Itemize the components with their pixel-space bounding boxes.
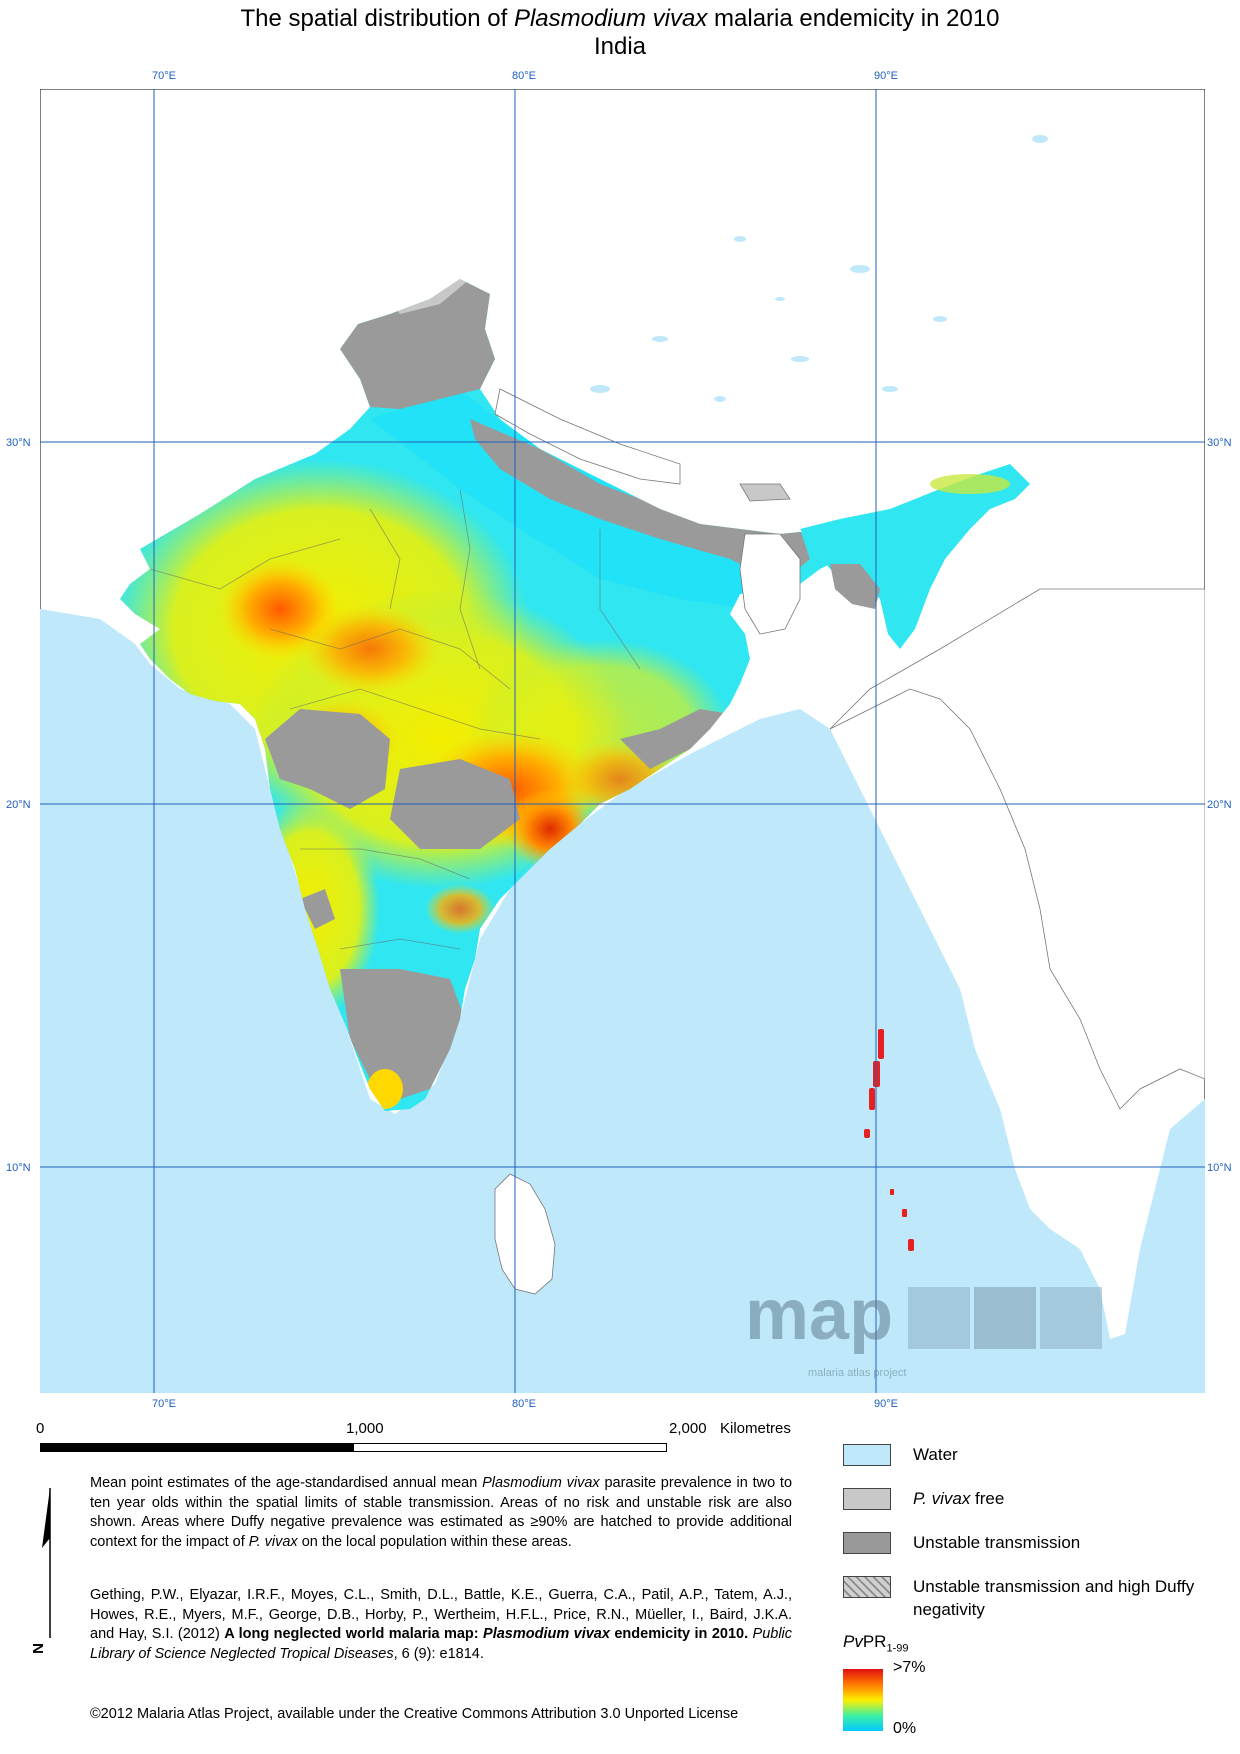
map-subtitle: India xyxy=(593,33,647,60)
north-arrow-icon xyxy=(42,1488,51,1638)
ramp-low-label: 0% xyxy=(893,1720,917,1737)
state-boundaries xyxy=(149,488,641,950)
scale-mid: 1,000 xyxy=(346,1420,384,1437)
ramp-title: PvPR1-99 xyxy=(843,1632,909,1655)
legend-label-unstable: Unstable transmission xyxy=(913,1533,1081,1552)
license-text: ©2012 Malaria Atlas Project, available u… xyxy=(90,1706,739,1722)
lon-label-90-bottom: 90°E xyxy=(874,1398,898,1410)
bhutan-free xyxy=(739,483,791,502)
graticule xyxy=(40,89,1205,1393)
map-description: Mean point estimates of the age-standard… xyxy=(90,1475,793,1550)
logo-tagline: malaria atlas project xyxy=(808,1367,906,1379)
lon-label-70-bottom: 70°E xyxy=(152,1398,176,1410)
legend-swatch-duffy xyxy=(843,1576,891,1598)
myanmar-coast xyxy=(829,588,1205,1110)
citation: Gething, P.W., Elyazar, I.R.F., Moyes, C… xyxy=(90,1587,793,1662)
unstable-karnataka-spot xyxy=(300,889,335,929)
lon-label-80-top: 80°E xyxy=(512,70,536,82)
scale-zero: 0 xyxy=(36,1420,45,1437)
northeast-cyan xyxy=(800,464,1030,649)
unstable-odisha-coast xyxy=(620,709,730,769)
ramp-high-label: >7% xyxy=(893,1659,926,1676)
scale-unit: Kilometres xyxy=(720,1420,791,1437)
lat-label-30-left: 30°N xyxy=(6,437,31,449)
map-logo: map malaria atlas project xyxy=(745,1275,1102,1379)
legend-swatch-water xyxy=(843,1444,891,1466)
map-canvas[interactable]: map malaria atlas project xyxy=(40,89,1205,1393)
legend-label-water: Water xyxy=(913,1445,958,1464)
lat-label-30-right: 30°N xyxy=(1207,437,1232,449)
ocean xyxy=(40,609,1205,1393)
unstable-north xyxy=(340,279,495,409)
lat-label-20-left: 20°N xyxy=(6,799,31,811)
lon-label-80-bottom: 80°E xyxy=(512,1398,536,1410)
prevalence-color-ramp xyxy=(843,1669,883,1731)
legend-swatch-free xyxy=(843,1488,891,1510)
unstable-maharashtra xyxy=(265,709,390,809)
map-title: The spatial distribution of Plasmodium v… xyxy=(240,5,1000,32)
legend-label-duffy: Unstable transmission and high Duffy neg… xyxy=(913,1577,1195,1619)
lat-label-20-right: 20°N xyxy=(1207,799,1232,811)
sri-lanka xyxy=(494,1173,556,1295)
lon-label-90-top: 90°E xyxy=(874,70,898,82)
northeast-unstable xyxy=(830,564,880,609)
tibet-lakes xyxy=(590,135,1048,402)
andaman-islands xyxy=(864,1029,914,1251)
logo-word: map xyxy=(745,1275,893,1355)
scale-max: 2,000 xyxy=(669,1420,707,1437)
unstable-south xyxy=(340,969,465,1099)
map-frame[interactable]: map malaria atlas project xyxy=(40,89,1205,1393)
legend-swatch-unstable xyxy=(843,1532,891,1554)
nepal-free xyxy=(494,388,681,485)
legend-label-free: P. vivax free xyxy=(913,1489,1005,1508)
lon-label-70-top: 70°E xyxy=(152,70,176,82)
lat-label-10-left: 10°N xyxy=(6,1162,31,1174)
lat-label-10-right: 10°N xyxy=(1207,1162,1232,1174)
scale-bar xyxy=(40,1443,667,1452)
unstable-gangetic xyxy=(470,419,810,584)
north-label: N xyxy=(29,1643,47,1654)
bangladesh xyxy=(739,533,801,635)
